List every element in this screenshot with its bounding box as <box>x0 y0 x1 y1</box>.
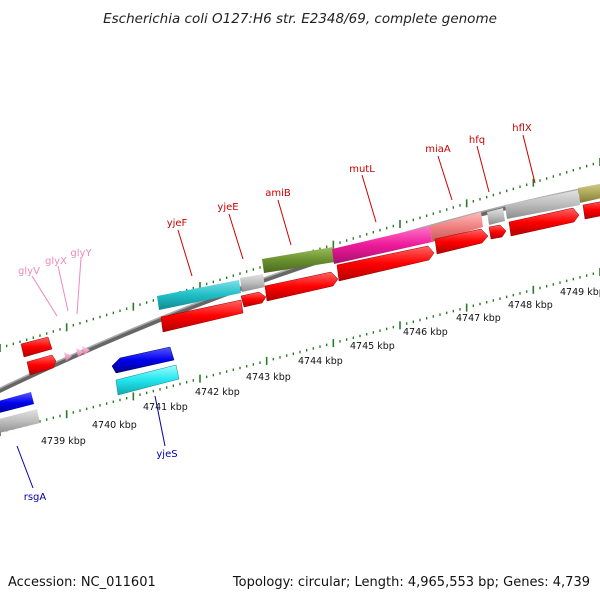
gene-rsgA-block[interactable] <box>0 392 34 414</box>
top-label-leaders <box>31 134 536 317</box>
kbp-label: 4739 kbp <box>41 436 86 447</box>
cds-arrow[interactable] <box>434 228 489 255</box>
label-yjeS[interactable]: yjeS <box>156 449 177 460</box>
gene-yjeF-block[interactable] <box>157 280 241 310</box>
reverse-feature-row <box>111 346 180 396</box>
cds-arrow[interactable] <box>336 245 435 282</box>
genome-title: Escherichia coli O127:H6 str. E2348/69, … <box>103 11 497 27</box>
label-yjeF[interactable]: yjeF <box>167 218 188 229</box>
gene-yjeS-arrow[interactable] <box>111 346 175 374</box>
cds-arrow[interactable] <box>264 271 339 302</box>
kbp-label: 4749 kbp <box>560 287 600 298</box>
gene-yjeS-block[interactable] <box>115 364 180 396</box>
label-mutL[interactable]: mutL <box>349 164 375 175</box>
label-miaA[interactable]: miaA <box>425 144 451 155</box>
forward-cds-row <box>160 200 600 333</box>
gene-amiB-block[interactable] <box>262 247 335 273</box>
gene-mutL-block[interactable] <box>332 226 432 264</box>
kbp-label: 4742 kbp <box>195 387 240 398</box>
cds-arrow[interactable] <box>26 354 57 376</box>
accession-text: Accession: NC_011601 <box>8 575 156 590</box>
label-hflX[interactable]: hflX <box>512 123 532 134</box>
cds-arrow[interactable] <box>582 200 600 220</box>
genome-summary-text: Topology: circular; Length: 4,965,553 bp… <box>232 575 590 590</box>
kbp-label: 4748 kbp <box>508 300 553 311</box>
gene-grey-left[interactable] <box>0 409 40 434</box>
cds-arrow[interactable] <box>508 207 580 237</box>
label-glyY[interactable]: glyY <box>70 248 92 259</box>
kbp-label: 4743 kbp <box>246 372 291 383</box>
kbp-label: 4745 kbp <box>350 341 395 352</box>
cds-arrow[interactable] <box>160 299 244 333</box>
forward-feature-row <box>157 182 600 310</box>
gene-hfq-block[interactable] <box>487 208 505 225</box>
label-glyX[interactable]: glyX <box>45 256 67 267</box>
label-yjeE[interactable]: yjeE <box>217 202 238 213</box>
kbp-label: 4746 kbp <box>403 327 448 338</box>
label-amiB[interactable]: amiB <box>265 188 291 199</box>
kbp-scale-labels: 4739 kbp 4740 kbp 4741 kbp 4742 kbp 4743 kbp… <box>41 287 600 447</box>
cds-arrow[interactable] <box>488 224 507 240</box>
inner-tick-row <box>0 268 600 436</box>
outer-tick-row <box>0 158 600 352</box>
label-glyV[interactable]: glyV <box>18 266 40 277</box>
trna-glyV[interactable] <box>64 352 72 361</box>
bottom-label-leaders <box>16 395 166 489</box>
cds-arrow[interactable] <box>240 291 267 308</box>
cds-arrow[interactable] <box>20 336 53 358</box>
gene-yjeE-block[interactable] <box>240 274 265 292</box>
gene-miaA-block[interactable] <box>430 212 483 242</box>
kbp-label: 4744 kbp <box>298 356 343 367</box>
kbp-label: 4747 kbp <box>456 313 501 324</box>
trna-glyX[interactable] <box>76 348 84 357</box>
label-hfq[interactable]: hfq <box>469 135 485 146</box>
gene-next-block[interactable] <box>578 182 600 203</box>
kbp-label: 4741 kbp <box>143 402 188 413</box>
left-feature-cluster <box>0 336 90 434</box>
kbp-label: 4740 kbp <box>92 420 137 431</box>
gene-hflX-block[interactable] <box>505 190 580 219</box>
trna-glyY[interactable] <box>82 346 90 355</box>
gene-labels: glyV glyX glyY yjeF yjeE amiB mutL miaA … <box>18 123 532 503</box>
label-rsgA[interactable]: rsgA <box>24 492 47 503</box>
